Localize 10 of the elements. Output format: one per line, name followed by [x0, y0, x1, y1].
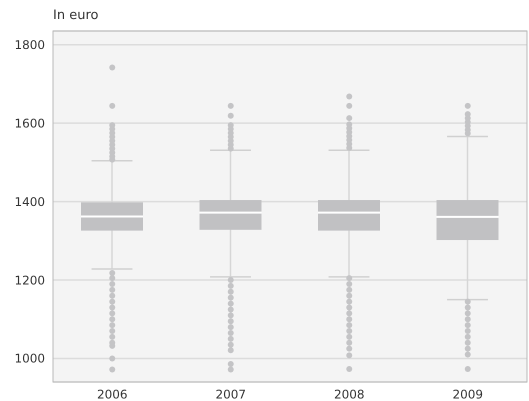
y-tick-label: 1800: [14, 38, 45, 52]
y-tick-label: 1000: [14, 352, 45, 366]
x-tick-label: 2006: [96, 388, 128, 401]
x-tick-label: 2007: [215, 388, 246, 401]
x-tick-label: 2009: [452, 388, 484, 401]
y-axis-title: In euro: [53, 8, 98, 23]
y-tick-label: 1400: [14, 194, 45, 209]
y-tick-label: 1600: [14, 116, 45, 130]
x-tick-label: 2008: [334, 388, 365, 401]
y-tick-label: 1200: [14, 273, 45, 288]
